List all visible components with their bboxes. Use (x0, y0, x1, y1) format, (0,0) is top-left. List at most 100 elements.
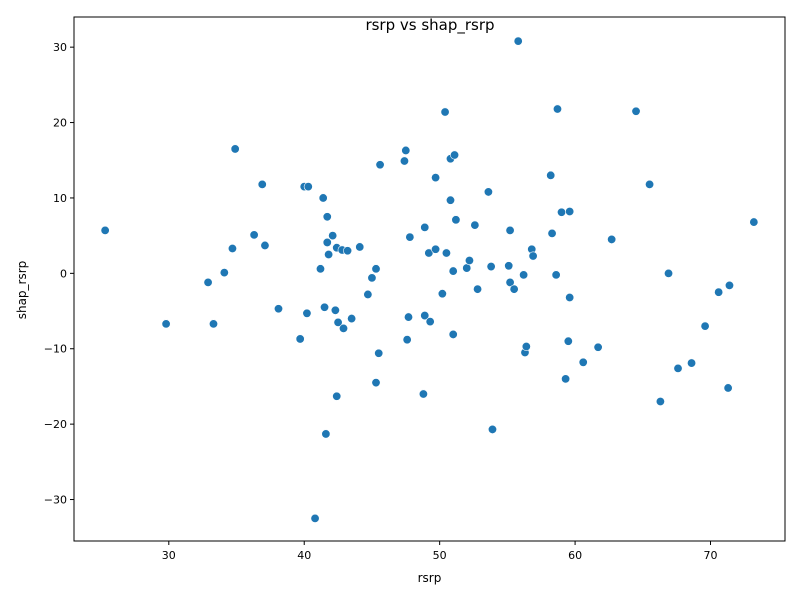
chart-title: rsrp vs shap_rsrp (365, 16, 494, 35)
data-point (450, 150, 460, 160)
data-point (655, 397, 665, 407)
data-point (561, 374, 571, 384)
data-point (161, 319, 171, 329)
data-point (664, 268, 674, 278)
data-point (399, 156, 409, 166)
data-point (367, 273, 377, 283)
data-point (519, 270, 529, 280)
data-point (303, 182, 313, 192)
data-point (273, 304, 283, 314)
data-point (339, 323, 349, 333)
data-point (504, 261, 514, 271)
data-point (257, 179, 267, 189)
y-tick-label: −30 (44, 494, 67, 507)
data-point (425, 317, 435, 327)
data-point (546, 170, 556, 180)
y-tick-label: 30 (53, 41, 67, 54)
data-point (100, 225, 110, 235)
data-point (440, 107, 450, 117)
data-point (448, 266, 458, 276)
data-point (330, 305, 340, 315)
data-point (437, 289, 447, 299)
data-point (420, 222, 430, 232)
data-point (333, 317, 343, 327)
data-point (593, 342, 603, 352)
data-point (487, 424, 497, 434)
data-point (565, 207, 575, 217)
data-point (227, 243, 237, 253)
x-axis-label: rsrp (418, 571, 442, 585)
data-point (322, 212, 332, 222)
data-point (505, 277, 515, 287)
data-point (557, 207, 567, 217)
y-axis-label: shap_rsrp (15, 261, 29, 320)
data-point (203, 277, 213, 287)
data-point (355, 242, 365, 252)
data-point (219, 268, 229, 278)
data-point (509, 284, 519, 294)
x-tick-label: 50 (433, 549, 447, 562)
y-tick-label: 20 (53, 117, 67, 130)
data-point (418, 389, 428, 399)
data-point (375, 160, 385, 170)
axes-frame (73, 16, 786, 542)
data-point (513, 36, 523, 46)
data-point (295, 334, 305, 344)
data-point (645, 179, 655, 189)
data-point (723, 383, 733, 393)
data-point (486, 262, 496, 272)
x-tick-label: 40 (297, 549, 311, 562)
data-point (578, 357, 588, 367)
data-point (302, 308, 312, 318)
x-tick-label: 70 (704, 549, 718, 562)
data-point (462, 263, 472, 273)
data-point (464, 256, 474, 266)
y-axis-ticks: −30 −20 −10 0 10 20 30 (44, 41, 74, 507)
data-point (470, 220, 480, 230)
data-point (431, 173, 441, 183)
data-point (402, 335, 412, 345)
data-points (100, 36, 759, 523)
data-point (320, 302, 330, 312)
data-point (328, 231, 338, 241)
data-point (230, 144, 240, 154)
data-point (401, 145, 411, 155)
data-point (424, 248, 434, 258)
data-point (565, 292, 575, 302)
data-point (551, 270, 561, 280)
data-point (431, 244, 441, 254)
data-point (607, 234, 617, 244)
data-point (714, 287, 724, 297)
data-point (343, 246, 353, 256)
y-tick-label: −20 (44, 418, 67, 431)
data-point (631, 106, 641, 116)
data-point (310, 513, 320, 523)
data-point (483, 187, 493, 197)
data-point (208, 319, 218, 329)
data-point (473, 284, 483, 294)
data-point (505, 225, 515, 235)
data-point (260, 240, 270, 250)
data-point (700, 321, 710, 331)
data-point (687, 358, 697, 368)
data-point (324, 249, 334, 259)
y-tick-label: 0 (60, 267, 67, 280)
data-point (371, 378, 381, 388)
data-point (552, 104, 562, 114)
data-point (445, 195, 455, 205)
data-point (363, 289, 373, 299)
data-point (374, 348, 384, 358)
data-point (448, 329, 458, 339)
data-point (347, 314, 357, 324)
data-point (322, 237, 332, 247)
y-tick-label: −10 (44, 343, 67, 356)
data-point (321, 429, 331, 439)
data-point (547, 228, 557, 238)
data-point (563, 336, 573, 346)
x-tick-label: 30 (162, 549, 176, 562)
data-point (249, 230, 259, 240)
y-tick-label: 10 (53, 192, 67, 205)
data-point (405, 232, 415, 242)
